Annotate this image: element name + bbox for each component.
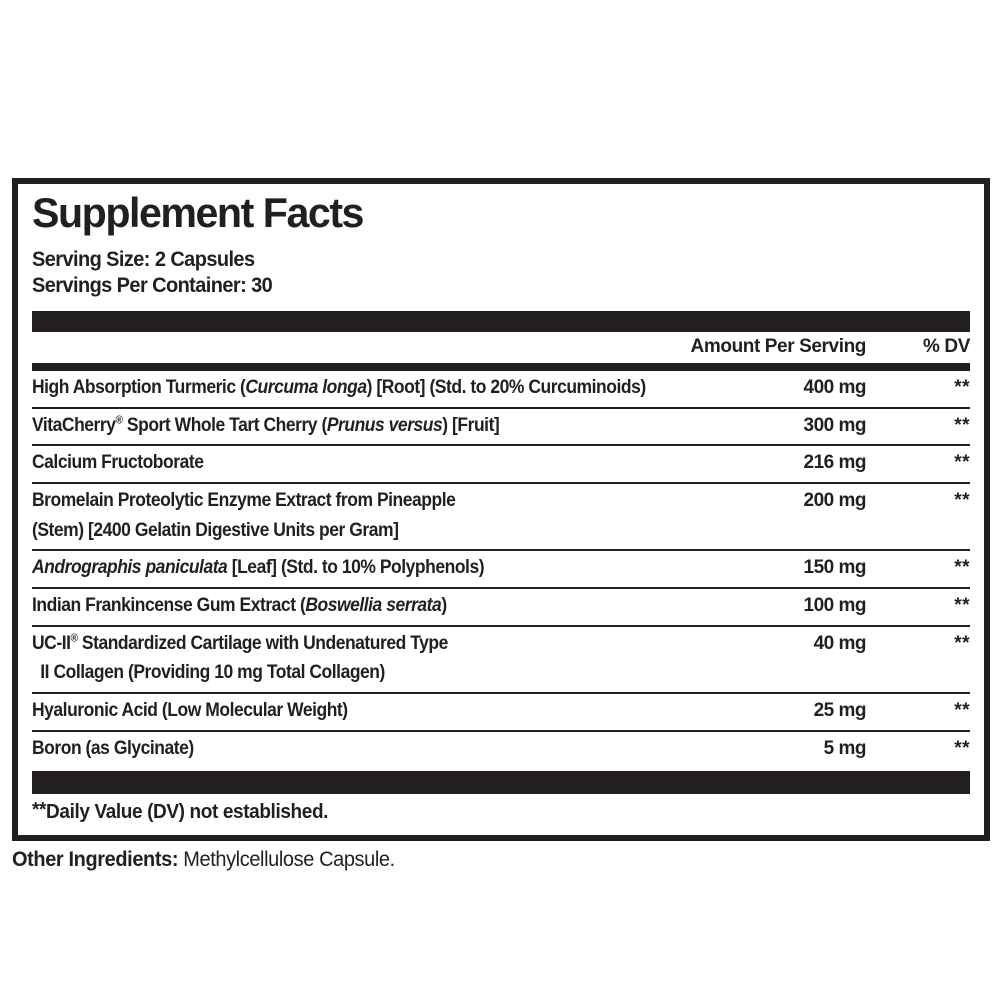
ingredient-name-line: UC-II® Standardized Cartilage with Unden… bbox=[32, 632, 448, 654]
ingredient-name: UC-II® Standardized Cartilage with Unden… bbox=[32, 632, 774, 686]
ingredient-name: VitaCherry® Sport Whole Tart Cherry (Pru… bbox=[32, 414, 774, 439]
ingredient-name: High Absorption Turmeric (Curcuma longa)… bbox=[32, 376, 774, 401]
ingredient-name: Calcium Fructoborate bbox=[32, 451, 774, 476]
other-ingredients: Other Ingredients: Methylcellulose Capsu… bbox=[12, 848, 941, 872]
other-ingredients-label: Other Ingredients: bbox=[12, 848, 179, 872]
ingredient-name-line: II Collagen (Providing 10 mg Total Colla… bbox=[40, 662, 385, 684]
serving-size: Serving Size: 2 Capsules bbox=[32, 248, 255, 271]
ingredient-name: Andrographis paniculata [Leaf] (Std. to … bbox=[32, 556, 774, 581]
ingredient-dv: ** bbox=[954, 376, 970, 398]
column-header-dv: % DV bbox=[923, 335, 970, 357]
ingredient-amount: 200 mg bbox=[803, 489, 867, 511]
ingredient-amount: 40 mg bbox=[813, 632, 867, 654]
panel-title: Supplement Facts bbox=[32, 189, 364, 236]
ingredient-amount: 5 mg bbox=[823, 737, 867, 759]
ingredient-dv: ** bbox=[954, 557, 970, 579]
ingredient-amount: 25 mg bbox=[813, 700, 867, 722]
ingredient-name-line: Andrographis paniculata [Leaf] (Std. to … bbox=[32, 557, 485, 579]
ingredient-row: UC-II® Standardized Cartilage with Unden… bbox=[32, 627, 970, 695]
ingredient-dv: ** bbox=[954, 452, 970, 474]
ingredient-rows: High Absorption Turmeric (Curcuma longa)… bbox=[32, 371, 970, 768]
ingredient-amount: 300 mg bbox=[803, 414, 867, 436]
supplement-facts-panel: Supplement Facts Serving Size: 2 Capsule… bbox=[12, 178, 990, 842]
ingredient-row: Calcium Fructoborate 216 mg ** bbox=[32, 446, 970, 484]
ingredient-name-line: Calcium Fructoborate bbox=[32, 452, 204, 474]
servings-per-container: Servings Per Container: 30 bbox=[32, 274, 273, 298]
footnote-marker: ** bbox=[32, 799, 47, 822]
ingredient-name-line: Bromelain Proteolytic Enzyme Extract fro… bbox=[32, 489, 456, 511]
ingredient-dv: ** bbox=[954, 700, 970, 722]
ingredient-row: VitaCherry® Sport Whole Tart Cherry (Pru… bbox=[32, 409, 970, 447]
ingredient-name: Boron (as Glycinate) bbox=[32, 737, 774, 762]
ingredient-amount: 150 mg bbox=[803, 557, 867, 579]
ingredient-amount: 216 mg bbox=[803, 452, 867, 474]
ingredient-name: Indian Frankincense Gum Extract (Boswell… bbox=[32, 594, 774, 619]
ingredient-name-line: Boron (as Glycinate) bbox=[32, 737, 194, 759]
ingredient-row: Hyaluronic Acid (Low Molecular Weight) 25… bbox=[32, 694, 970, 732]
ingredient-row: Bromelain Proteolytic Enzyme Extract fro… bbox=[32, 484, 970, 552]
footnote-text: Daily Value (DV) not established. bbox=[46, 801, 329, 824]
ingredient-row: High Absorption Turmeric (Curcuma longa)… bbox=[32, 371, 970, 409]
ingredient-row: Boron (as Glycinate) 5 mg ** bbox=[32, 732, 970, 768]
ingredient-dv: ** bbox=[954, 595, 970, 617]
divider-bar-header bbox=[32, 362, 970, 371]
serving-info: Serving Size: 2 Capsules Servings Per Co… bbox=[32, 247, 970, 300]
ingredient-dv: ** bbox=[954, 737, 970, 759]
ingredient-row: Andrographis paniculata [Leaf] (Std. to … bbox=[32, 551, 970, 590]
column-header-amount: Amount Per Serving bbox=[690, 335, 867, 357]
ingredient-name-line: Indian Frankincense Gum Extract (Boswell… bbox=[32, 595, 447, 617]
ingredient-amount: 100 mg bbox=[803, 595, 867, 617]
divider-bar-bottom bbox=[32, 771, 970, 795]
daily-value-footnote: **Daily Value (DV) not established. bbox=[32, 794, 923, 835]
ingredient-amount: 400 mg bbox=[803, 376, 867, 398]
ingredient-dv: ** bbox=[954, 414, 970, 436]
column-header-row: Amount Per Serving % DV bbox=[32, 332, 971, 363]
ingredient-name: Bromelain Proteolytic Enzyme Extract fro… bbox=[32, 489, 774, 543]
ingredient-name-line: Hyaluronic Acid (Low Molecular Weight) bbox=[32, 700, 348, 722]
ingredient-name: Hyaluronic Acid (Low Molecular Weight) bbox=[32, 699, 774, 724]
supplement-label-area: Supplement Facts Serving Size: 2 Capsule… bbox=[12, 178, 990, 872]
ingredient-dv: ** bbox=[954, 489, 970, 511]
ingredient-name-line: High Absorption Turmeric (Curcuma longa)… bbox=[32, 376, 646, 398]
ingredient-row: Indian Frankincense Gum Extract (Boswell… bbox=[32, 589, 970, 627]
ingredient-name-line: (Stem) [2400 Gelatin Digestive Units per… bbox=[32, 519, 399, 541]
divider-bar-top bbox=[32, 310, 970, 332]
ingredient-dv: ** bbox=[954, 632, 970, 654]
other-ingredients-text: Methylcellulose Capsule. bbox=[178, 848, 395, 872]
ingredient-name-line: VitaCherry® Sport Whole Tart Cherry (Pru… bbox=[32, 414, 500, 436]
